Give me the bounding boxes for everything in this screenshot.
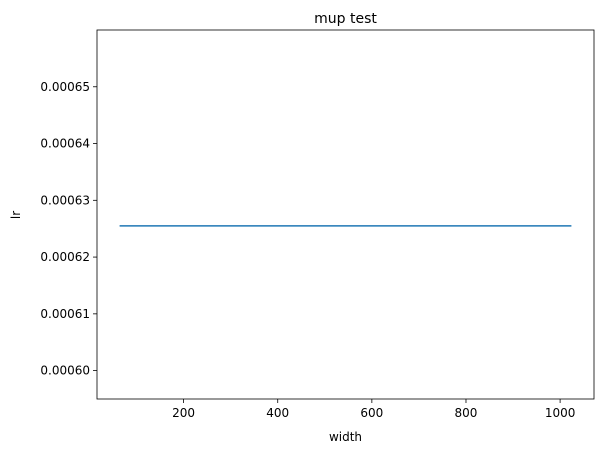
x-tick-label: 600 (360, 406, 383, 420)
x-tick-label: 400 (266, 406, 289, 420)
x-axis: 200 400 600 800 1000 (172, 399, 575, 420)
x-tick-label: 200 (172, 406, 195, 420)
y-axis-label: lr (9, 211, 23, 219)
chart-title: mup test (314, 11, 377, 27)
x-axis-label: width (329, 430, 362, 444)
y-tick-label: 0.00060 (40, 364, 90, 378)
x-tick-label: 1000 (545, 406, 576, 420)
y-tick-label: 0.00061 (40, 307, 90, 321)
plot-frame (96, 29, 595, 400)
y-tick-label: 0.00065 (40, 80, 90, 94)
y-tick-label: 0.00063 (40, 193, 90, 207)
plot-area (96, 29, 595, 400)
y-axis: 0.00060 0.00061 0.00062 0.00063 0.00064 0.000… (40, 80, 97, 378)
y-tick-label: 0.00064 (40, 137, 90, 151)
y-tick-label: 0.00062 (40, 250, 90, 264)
x-tick-label: 800 (455, 406, 478, 420)
